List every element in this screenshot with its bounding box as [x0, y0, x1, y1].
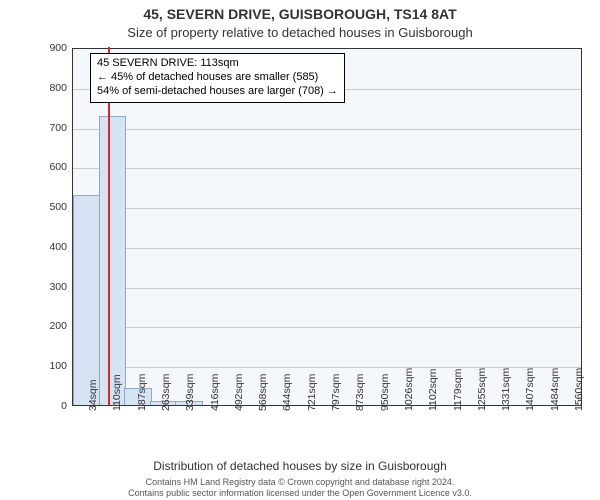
chart-title: 45, SEVERN DRIVE, GUISBOROUGH, TS14 8AT: [0, 6, 600, 22]
gridline: [73, 248, 581, 249]
footer-line-1: Contains HM Land Registry data © Crown c…: [0, 477, 600, 487]
gridline: [73, 168, 581, 169]
y-tick-label: 100: [49, 360, 67, 372]
y-tick-label: 300: [49, 281, 67, 293]
footer-credits: Contains HM Land Registry data © Crown c…: [0, 477, 600, 498]
y-tick-label: 700: [49, 122, 67, 134]
gridline: [73, 208, 581, 209]
y-tick-label: 900: [49, 42, 67, 54]
annotation-line: ← 45% of detached houses are smaller (58…: [97, 71, 338, 85]
y-tick-label: 200: [49, 320, 67, 332]
gridline: [73, 288, 581, 289]
histogram-bar: [99, 116, 127, 405]
x-axis-label: Distribution of detached houses by size …: [0, 459, 600, 473]
footer-line-2: Contains public sector information licen…: [0, 488, 600, 498]
chart-subtitle: Size of property relative to detached ho…: [0, 25, 600, 40]
annotation-line: 45 SEVERN DRIVE: 113sqm: [97, 57, 338, 71]
y-tick-label: 500: [49, 201, 67, 213]
y-tick-label: 600: [49, 161, 67, 173]
y-tick-label: 400: [49, 241, 67, 253]
histogram-bar: [73, 195, 101, 405]
y-tick-label: 0: [61, 400, 67, 412]
gridline: [73, 129, 581, 130]
annotation-line: 54% of semi-detached houses are larger (…: [97, 85, 338, 99]
gridline: [73, 327, 581, 328]
annotation-box: 45 SEVERN DRIVE: 113sqm← 45% of detached…: [90, 53, 345, 103]
y-tick-label: 800: [49, 82, 67, 94]
